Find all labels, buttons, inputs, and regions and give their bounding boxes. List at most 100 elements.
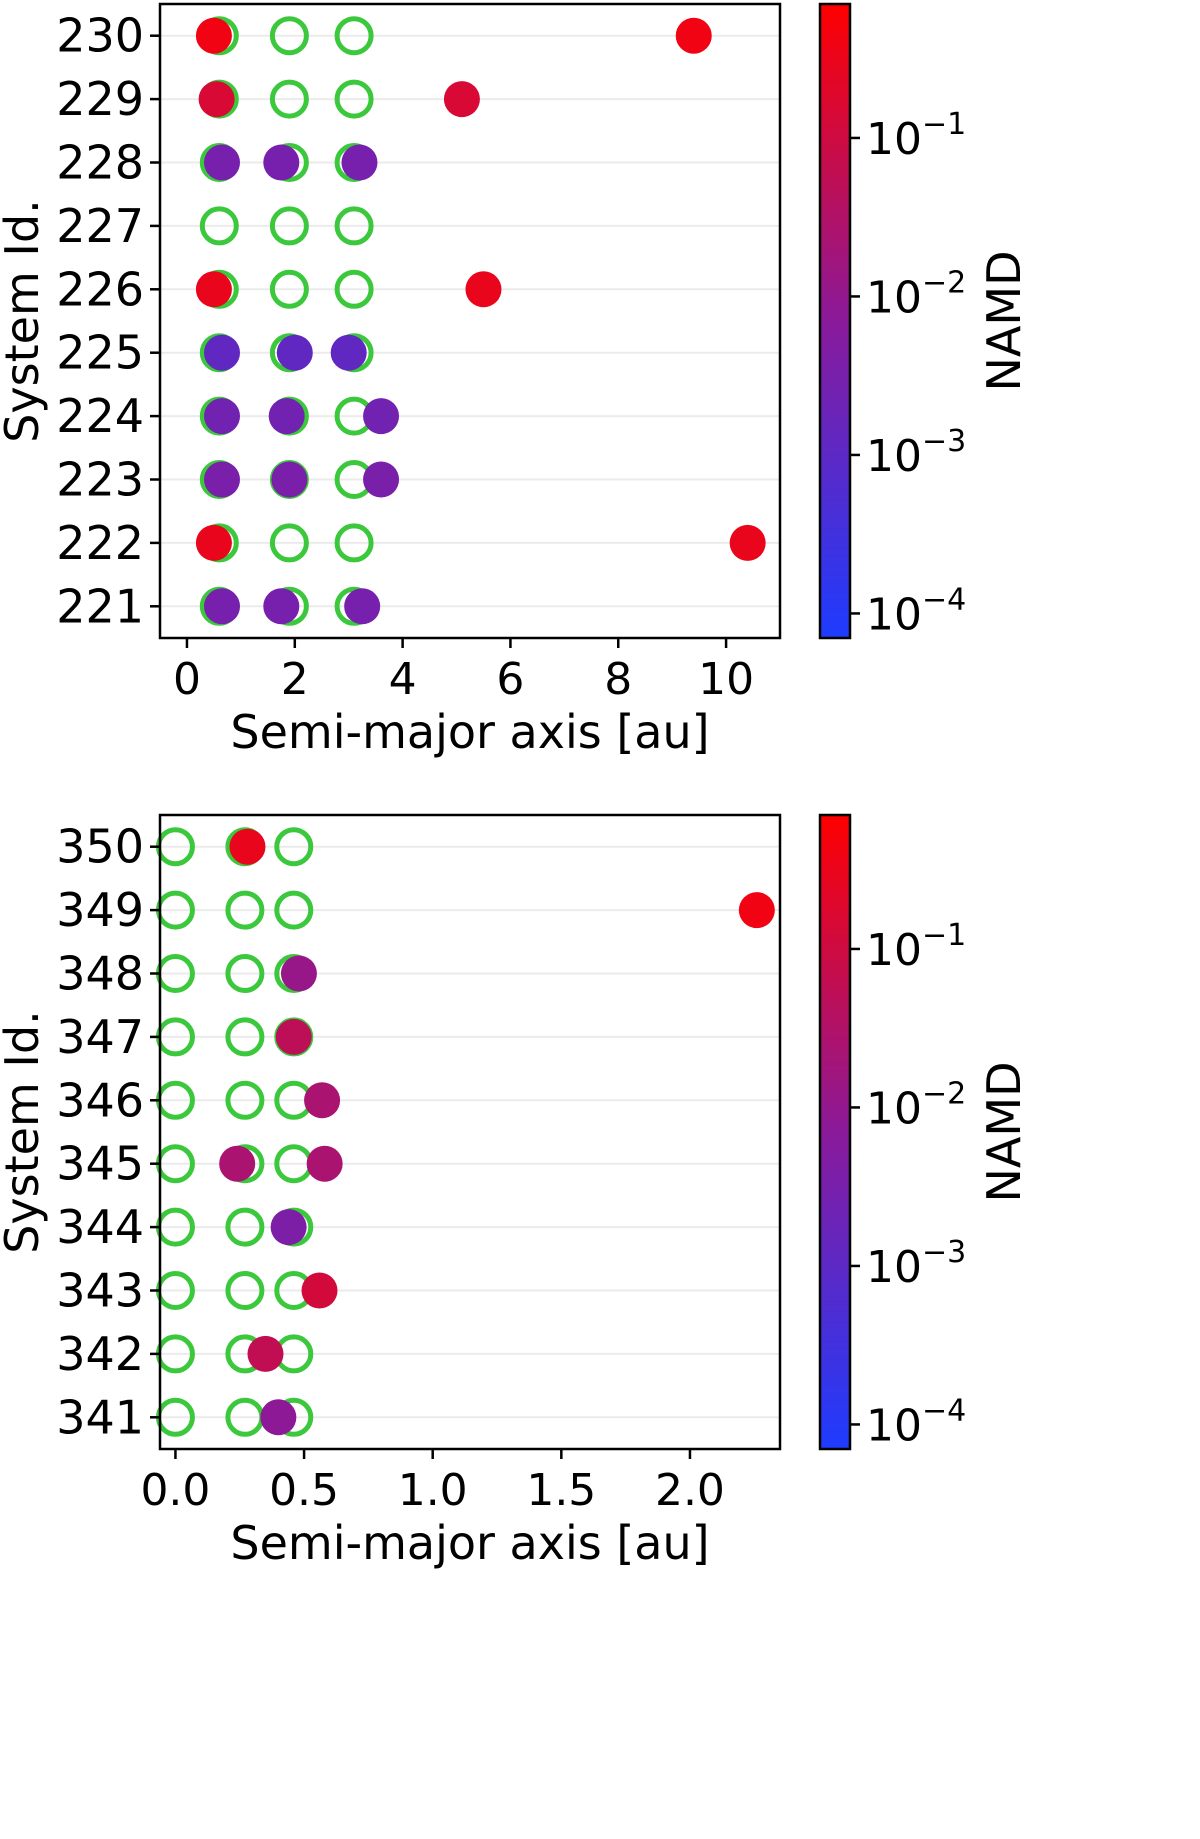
final-planet-marker — [268, 398, 305, 435]
final-planet-marker — [443, 81, 480, 118]
initial-planet-marker — [334, 523, 374, 563]
final-planet-marker — [363, 398, 400, 435]
initial-planet-marker — [269, 16, 309, 56]
final-planet-marker — [344, 588, 381, 625]
final-planet-marker — [738, 892, 775, 929]
initial-planet-marker — [225, 890, 265, 930]
final-planet-marker — [301, 1272, 338, 1309]
initial-planet-marker — [274, 827, 314, 867]
y-axis-label: System Id. — [0, 199, 49, 443]
colorbar-tick-label: 10−4 — [866, 582, 966, 640]
y-ticks: 221 222 223 224 225 226 227 228 229 230 — [56, 9, 160, 633]
final-planet-marker — [306, 1145, 343, 1182]
y-tick-label: 230 — [56, 9, 144, 63]
x-axis-label: Semi-major axis [au] — [230, 1516, 709, 1570]
final-planet-marker — [229, 828, 266, 865]
final-planet-marker — [341, 144, 378, 181]
x-tick-label: 1.5 — [526, 1465, 596, 1516]
initial-planet-marker — [269, 523, 309, 563]
y-tick-label: 346 — [56, 1073, 144, 1127]
initial-planet-marker — [334, 269, 374, 309]
colorbar-frame — [818, 2, 852, 640]
colorbar-tick-label: 10−2 — [866, 1076, 966, 1134]
y-tick-label: 221 — [56, 579, 144, 633]
final-planet-marker — [304, 1082, 341, 1119]
y-tick-label: 347 — [56, 1010, 144, 1064]
y-axis-label: System Id. — [0, 1010, 49, 1254]
y-tick-label: 227 — [56, 199, 144, 253]
initial-planet-marker — [334, 16, 374, 56]
initial-planet-marker — [269, 269, 309, 309]
initial-planet-marker — [274, 890, 314, 930]
x-tick-label: 2 — [281, 654, 309, 705]
plot-frame — [158, 2, 782, 640]
final-planet-marker — [675, 17, 712, 54]
panel-bottom: 341 342 343 344 345 346 347 348 349 350 0.0 0.5 1.0 1… — [0, 813, 1031, 1570]
initial-planet-marker — [334, 79, 374, 119]
final-planet-marker — [204, 398, 240, 435]
y-tick-label: 228 — [56, 136, 144, 190]
x-tick-label: 8 — [604, 654, 632, 705]
y-tick-label: 229 — [56, 72, 144, 126]
colorbar-fill — [820, 4, 850, 638]
y-ticks: 341 342 343 344 345 346 347 348 349 350 — [56, 820, 160, 1444]
initial-planet-marker — [225, 954, 265, 993]
y-tick-label: 225 — [56, 326, 144, 380]
final-planet-marker — [270, 1209, 307, 1246]
plot-frame — [158, 813, 782, 1451]
colorbar-frame — [818, 813, 852, 1451]
y-tick-label: 344 — [56, 1200, 144, 1254]
colorbar: 10−1 10−2 10−3 10−4 NAMD — [818, 813, 1031, 1451]
y-tick-label: 348 — [56, 947, 144, 1001]
initial-planet-marker — [225, 1271, 265, 1310]
y-tick-label: 223 — [56, 453, 144, 507]
final-planet-marker — [260, 1399, 297, 1436]
y-tick-label: 343 — [56, 1264, 144, 1318]
final-planet-marker — [204, 588, 240, 625]
x-tick-label: 0 — [173, 654, 201, 705]
final-planet-marker — [195, 524, 232, 561]
final-planet-marker — [195, 17, 232, 54]
final-planet-marker — [465, 271, 502, 308]
initial-planet-marker — [269, 79, 309, 119]
initial-planet-marker — [225, 1207, 265, 1247]
final-planet-marker — [271, 461, 308, 498]
colorbar-tick-label: 10−3 — [866, 1235, 966, 1293]
final-planet-marker — [219, 1145, 256, 1182]
final-planet-marker — [195, 271, 232, 308]
y-tick-label: 345 — [56, 1137, 144, 1191]
initial-planet-marker — [225, 1080, 265, 1120]
x-tick-label: 2.0 — [655, 1465, 725, 1516]
x-tick-label: 6 — [496, 654, 524, 705]
final-planet-marker — [275, 1018, 312, 1055]
gridlines — [160, 34, 780, 608]
colorbar-tick-label: 10−4 — [866, 1393, 966, 1451]
y-tick-label: 226 — [56, 262, 144, 316]
final-planets — [195, 17, 766, 625]
initial-planets — [155, 827, 314, 1437]
final-planet-marker — [263, 588, 300, 625]
final-planet-marker — [204, 144, 240, 181]
colorbar-tick-label: 10−1 — [866, 918, 966, 976]
colorbar-fill — [820, 815, 850, 1449]
gridlines — [160, 845, 780, 1419]
y-tick-label: 341 — [56, 1390, 144, 1444]
final-planet-marker — [330, 334, 367, 371]
final-planet-marker — [276, 334, 313, 371]
y-tick-label: 224 — [56, 389, 144, 443]
x-tick-label: 0.0 — [140, 1465, 210, 1516]
final-planet-marker — [204, 334, 240, 371]
colorbar-label: NAMD — [977, 251, 1031, 392]
initial-planet-marker — [269, 206, 309, 246]
colorbar-tick-label: 10−3 — [866, 424, 966, 482]
panel-top: 221 222 223 224 225 226 227 228 229 230 0 2 4 6 8 10Sem… — [0, 2, 1031, 759]
x-axis-label: Semi-major axis [au] — [230, 705, 709, 759]
y-tick-label: 222 — [56, 516, 144, 570]
final-planet-marker — [280, 955, 317, 992]
x-tick-label: 0.5 — [269, 1465, 339, 1516]
colorbar-tick-label: 10−2 — [866, 265, 966, 323]
y-tick-label: 342 — [56, 1327, 144, 1381]
x-tick-label: 10 — [698, 654, 754, 705]
final-planet-marker — [247, 1335, 284, 1372]
x-ticks: 0 2 4 6 8 10 — [173, 638, 754, 705]
